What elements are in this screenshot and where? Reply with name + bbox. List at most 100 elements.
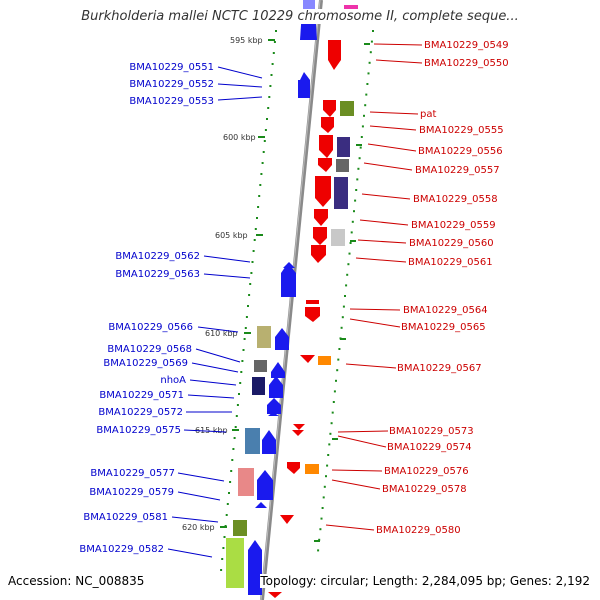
gene-arrow-minus[interactable] — [300, 355, 315, 363]
gene-label[interactable]: BMA10229_0578 — [382, 484, 467, 495]
gene-label[interactable]: BMA10229_0551 — [129, 62, 214, 73]
gene-label[interactable]: pat — [420, 109, 436, 120]
gene-label[interactable]: BMA10229_0579 — [89, 487, 174, 498]
tick-dot — [346, 273, 349, 276]
gene-label[interactable]: BMA10229_0568 — [107, 344, 192, 355]
gene-arrow-minus[interactable] — [313, 227, 327, 245]
left-gene-labels: BMA10229_0551 BMA10229_0552 BMA10229_055… — [79, 62, 214, 555]
gene-box[interactable] — [233, 520, 247, 536]
gene-arrow-plus[interactable] — [275, 328, 289, 350]
tick-dot — [273, 41, 276, 43]
gene-arrow-minus[interactable] — [306, 300, 319, 304]
gene-arrow-plus[interactable] — [271, 362, 285, 378]
gene-box[interactable] — [303, 0, 315, 10]
gene-arrow-plus[interactable] — [262, 430, 276, 454]
tick-dot — [244, 327, 247, 329]
gene-arrow-minus[interactable] — [305, 307, 320, 322]
gene-label[interactable]: BMA10229_0553 — [129, 96, 214, 107]
gene-label[interactable]: BMA10229_0549 — [424, 40, 509, 51]
gene-label[interactable]: BMA10229_0573 — [389, 426, 474, 437]
tick-dot — [342, 305, 345, 308]
gene-arrow-minus[interactable] — [293, 424, 305, 430]
gene-label[interactable]: nhoA — [160, 375, 186, 386]
tick-dot — [233, 437, 236, 439]
gene-arrow-plus[interactable] — [268, 412, 279, 416]
gene-label[interactable]: BMA10229_0557 — [415, 165, 500, 176]
gene-label[interactable]: BMA10229_0560 — [409, 238, 494, 249]
gene-box[interactable] — [337, 137, 350, 157]
gene-box[interactable] — [245, 428, 260, 454]
tick-dot — [254, 228, 257, 230]
tick-dot — [236, 404, 239, 406]
gene-arrow-plus[interactable] — [248, 540, 262, 595]
tick-dot — [257, 206, 260, 208]
gene-label[interactable]: BMA10229_0562 — [115, 251, 200, 262]
gene-label[interactable]: BMA10229_0564 — [403, 305, 488, 316]
gene-label[interactable]: BMA10229_0561 — [408, 257, 493, 268]
gene-arrow-minus[interactable] — [323, 100, 336, 117]
tick-dot — [366, 83, 369, 85]
gene-arrow-minus[interactable] — [287, 462, 300, 474]
gene-box[interactable] — [254, 360, 267, 372]
tick-dot — [328, 443, 331, 446]
gene-arrow-minus[interactable] — [321, 117, 334, 133]
tick-dot — [330, 422, 333, 425]
gene-arrow-minus[interactable] — [268, 592, 282, 598]
gene-arrow-plus[interactable] — [283, 262, 295, 268]
gene-box[interactable] — [226, 538, 244, 588]
gene-box[interactable] — [257, 326, 271, 348]
gene-label[interactable]: BMA10229_0571 — [99, 390, 184, 401]
gene-label[interactable]: BMA10229_0555 — [419, 125, 504, 136]
gene-arrow-minus[interactable] — [315, 176, 331, 207]
tick-dot — [253, 239, 256, 241]
tick-dot — [367, 72, 370, 75]
gene-box[interactable] — [336, 159, 349, 172]
gene-label[interactable]: BMA10229_0575 — [96, 425, 181, 436]
gene-label[interactable]: BMA10229_0550 — [424, 58, 509, 69]
gene-arrow-plus[interactable] — [298, 72, 310, 94]
gene-arrow-plus[interactable] — [281, 263, 296, 297]
gene-arrow-minus[interactable] — [314, 209, 328, 226]
gene-label[interactable]: BMA10229_0558 — [413, 194, 498, 205]
gene-label[interactable]: BMA10229_0567 — [397, 363, 482, 374]
gene-box[interactable] — [331, 229, 345, 246]
gene-label[interactable]: BMA10229_0582 — [79, 544, 164, 555]
gene-label[interactable]: BMA10229_0572 — [98, 407, 183, 418]
tick-dot — [234, 426, 237, 428]
gene-arrow-plus[interactable] — [298, 90, 310, 98]
gene-label[interactable]: BMA10229_0574 — [387, 442, 472, 453]
tick-dot — [355, 189, 358, 191]
gene-label[interactable]: BMA10229_0569 — [103, 358, 188, 369]
gene-label[interactable]: BMA10229_0552 — [129, 79, 214, 90]
tick-dot — [243, 338, 246, 340]
gene-label[interactable]: BMA10229_0565 — [401, 322, 486, 333]
tick-dot — [263, 140, 266, 142]
gene-arrow-plus[interactable] — [257, 470, 273, 500]
gene-arrow-plus[interactable] — [269, 376, 283, 398]
gene-box[interactable] — [238, 468, 254, 496]
gene-label[interactable]: BMA10229_0563 — [115, 269, 200, 280]
gene-box[interactable] — [318, 356, 331, 365]
gene-box[interactable] — [252, 377, 265, 395]
gene-box[interactable] — [340, 101, 354, 116]
gene-arrow-minus[interactable] — [318, 158, 332, 172]
gene-label[interactable]: BMA10229_0580 — [376, 525, 461, 536]
gene-arrow-minus[interactable] — [280, 515, 294, 524]
gene-arrow-minus[interactable] — [311, 245, 326, 263]
tick-dot — [370, 40, 373, 43]
gene-label[interactable]: BMA10229_0556 — [418, 146, 503, 157]
gene-box[interactable] — [334, 177, 348, 209]
gene-label[interactable]: BMA10229_0581 — [83, 512, 168, 523]
tick-dot — [320, 517, 323, 520]
gene-arrow-minus[interactable] — [319, 135, 333, 158]
gene-label[interactable]: BMA10229_0577 — [90, 468, 175, 479]
gene-label[interactable]: BMA10229_0566 — [108, 322, 193, 333]
gene-label[interactable]: BMA10229_0559 — [411, 220, 496, 231]
gene-arrow-minus[interactable] — [328, 40, 341, 70]
left-connectors — [167, 66, 263, 558]
gene-box[interactable] — [305, 464, 319, 474]
gene-arrow-minus[interactable] — [292, 430, 304, 436]
gene-arrow-plus[interactable] — [255, 502, 267, 508]
gene-arrow-plus[interactable] — [267, 398, 281, 414]
gene-label[interactable]: BMA10229_0576 — [384, 466, 469, 477]
